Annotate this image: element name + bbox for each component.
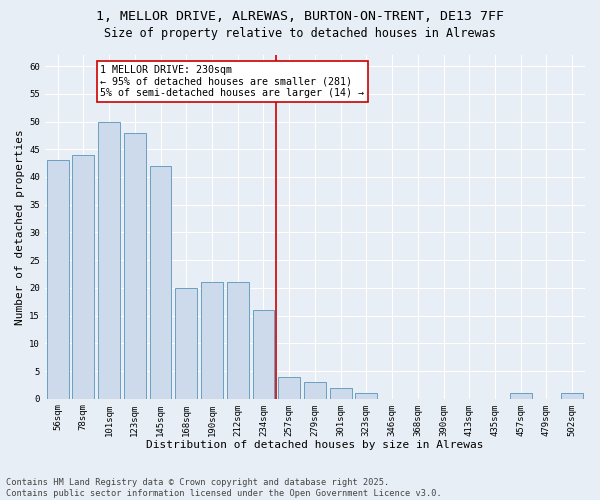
Bar: [47, 160, 68, 398]
Bar: [304, 382, 326, 398]
Text: Size of property relative to detached houses in Alrewas: Size of property relative to detached ho…: [104, 28, 496, 40]
Bar: [227, 282, 248, 399]
Bar: [175, 288, 197, 399]
Text: 1, MELLOR DRIVE, ALREWAS, BURTON-ON-TRENT, DE13 7FF: 1, MELLOR DRIVE, ALREWAS, BURTON-ON-TREN…: [96, 10, 504, 23]
Bar: [329, 388, 352, 398]
Bar: [278, 376, 300, 398]
Y-axis label: Number of detached properties: Number of detached properties: [15, 129, 25, 324]
Bar: [253, 310, 274, 398]
Bar: [561, 393, 583, 398]
Bar: [73, 155, 94, 398]
Text: Contains HM Land Registry data © Crown copyright and database right 2025.
Contai: Contains HM Land Registry data © Crown c…: [6, 478, 442, 498]
Bar: [355, 393, 377, 398]
Bar: [201, 282, 223, 399]
Bar: [124, 132, 146, 398]
Bar: [98, 122, 120, 398]
Bar: [510, 393, 532, 398]
Text: 1 MELLOR DRIVE: 230sqm
← 95% of detached houses are smaller (281)
5% of semi-det: 1 MELLOR DRIVE: 230sqm ← 95% of detached…: [100, 65, 364, 98]
X-axis label: Distribution of detached houses by size in Alrewas: Distribution of detached houses by size …: [146, 440, 484, 450]
Bar: [149, 166, 172, 398]
